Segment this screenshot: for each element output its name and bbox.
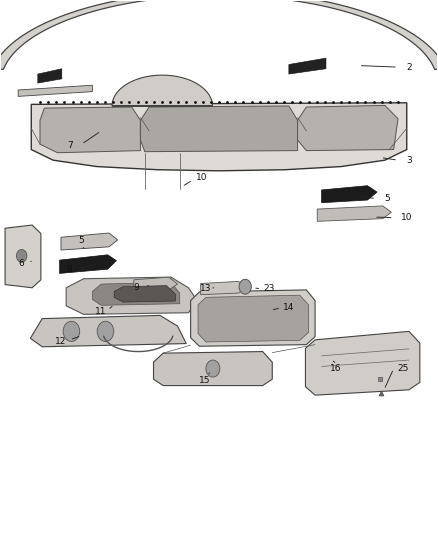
Text: 7: 7	[68, 141, 74, 150]
Circle shape	[63, 321, 80, 342]
Polygon shape	[191, 290, 315, 346]
Text: 2: 2	[406, 63, 412, 71]
Polygon shape	[134, 277, 177, 291]
Polygon shape	[289, 58, 326, 74]
Text: 5: 5	[384, 194, 390, 203]
Text: 5: 5	[78, 237, 85, 246]
Text: 16: 16	[330, 364, 342, 373]
Text: 10: 10	[196, 173, 207, 182]
Text: 12: 12	[55, 337, 67, 346]
Polygon shape	[201, 281, 246, 295]
Polygon shape	[305, 332, 420, 395]
Text: 14: 14	[283, 303, 294, 312]
Polygon shape	[317, 206, 392, 221]
Polygon shape	[61, 233, 118, 250]
Polygon shape	[198, 295, 308, 342]
Circle shape	[16, 249, 27, 262]
Circle shape	[239, 279, 251, 294]
Text: 8: 8	[67, 265, 73, 273]
Polygon shape	[18, 85, 92, 96]
Polygon shape	[60, 255, 117, 273]
Polygon shape	[153, 352, 272, 385]
Text: 10: 10	[401, 213, 413, 222]
Polygon shape	[0, 0, 438, 69]
Polygon shape	[30, 316, 186, 347]
Polygon shape	[141, 106, 297, 152]
Polygon shape	[321, 185, 377, 203]
Text: 6: 6	[19, 260, 25, 268]
Polygon shape	[66, 277, 197, 314]
Text: 23: 23	[264, 284, 275, 293]
Text: 9: 9	[133, 283, 139, 292]
Text: 3: 3	[406, 156, 412, 165]
Polygon shape	[31, 103, 407, 171]
Polygon shape	[297, 106, 398, 151]
Circle shape	[206, 360, 220, 377]
Polygon shape	[112, 75, 212, 106]
Polygon shape	[5, 225, 41, 288]
Polygon shape	[38, 69, 62, 83]
Polygon shape	[92, 282, 180, 305]
Text: 11: 11	[95, 307, 106, 316]
Polygon shape	[40, 107, 141, 153]
Circle shape	[97, 321, 114, 342]
Text: 13: 13	[200, 284, 212, 293]
Polygon shape	[114, 286, 175, 302]
Text: 25: 25	[398, 364, 409, 373]
Text: 15: 15	[199, 376, 211, 385]
